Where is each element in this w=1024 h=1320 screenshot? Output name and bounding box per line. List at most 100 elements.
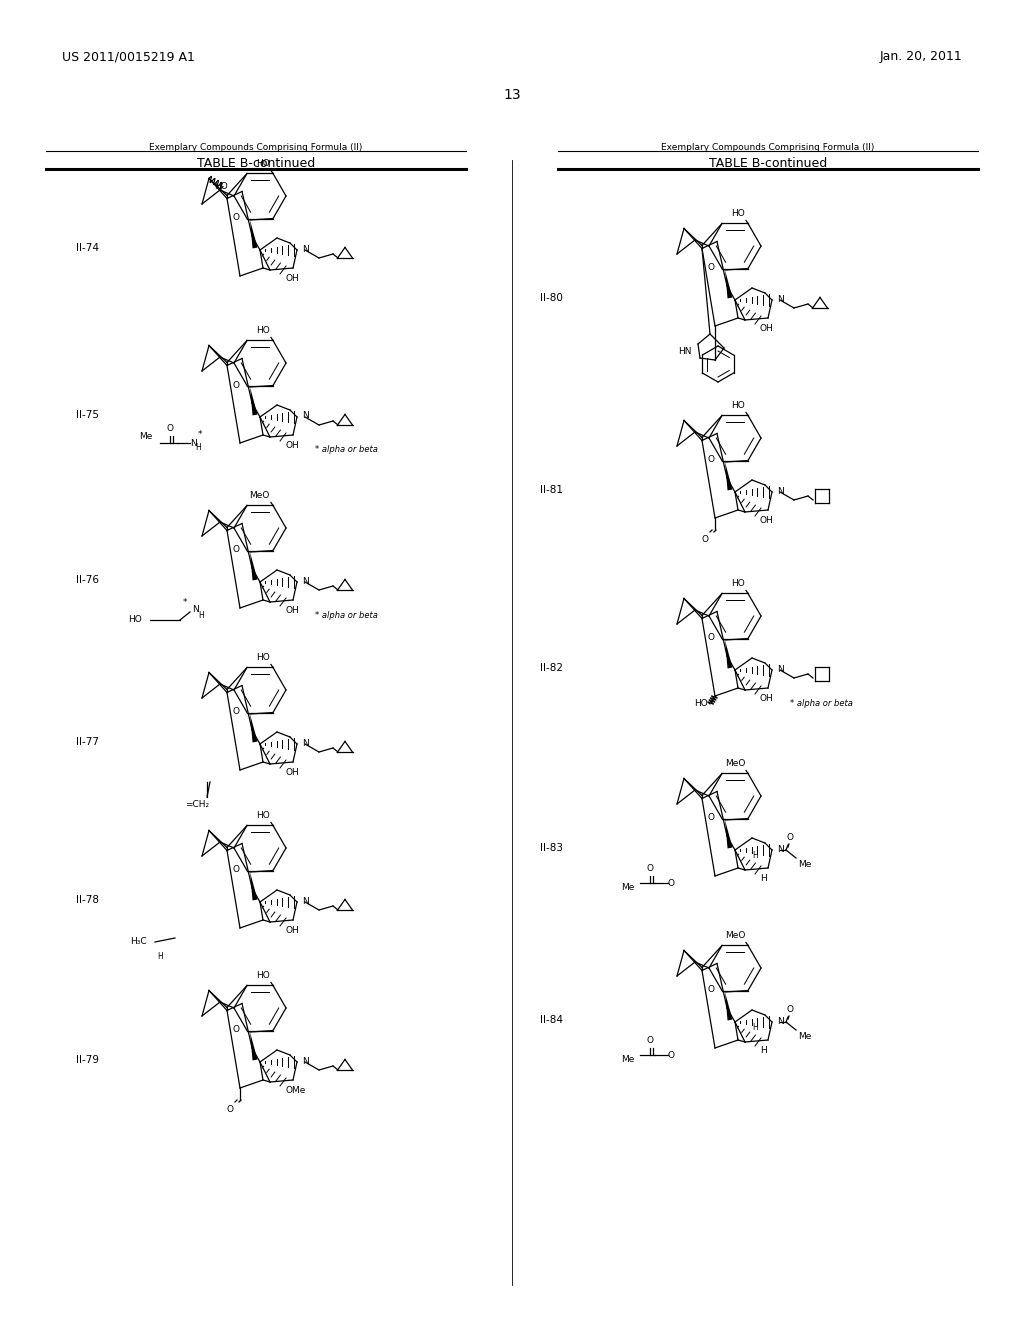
Text: MeO: MeO [250, 491, 270, 500]
Text: OH: OH [760, 516, 774, 525]
Text: O: O [646, 865, 653, 873]
Text: N: N [193, 606, 199, 615]
Text: O: O [708, 986, 715, 994]
Text: O: O [668, 1051, 675, 1060]
Text: HO: HO [256, 160, 270, 169]
Text: Exemplary Compounds Comprising Formula (II): Exemplary Compounds Comprising Formula (… [662, 143, 874, 152]
Text: 13: 13 [503, 88, 521, 102]
Text: O: O [646, 1036, 653, 1045]
Text: H: H [752, 851, 758, 861]
Text: N: N [777, 845, 783, 854]
Text: N: N [302, 577, 309, 586]
Text: H: H [198, 610, 204, 619]
Text: Me: Me [622, 883, 635, 892]
Text: II-82: II-82 [540, 663, 563, 673]
Text: HO: HO [256, 653, 270, 663]
Text: O: O [786, 833, 794, 842]
Text: H: H [157, 952, 163, 961]
Text: HN: HN [679, 346, 692, 355]
Text: OMe: OMe [285, 1086, 305, 1096]
Text: *: * [198, 430, 203, 440]
Text: O: O [708, 264, 715, 272]
Text: O: O [232, 708, 240, 717]
Text: HO: HO [256, 812, 270, 821]
Polygon shape [250, 220, 257, 248]
Text: HO: HO [214, 182, 227, 191]
Polygon shape [725, 993, 732, 1020]
Text: N: N [777, 487, 783, 495]
Text: TABLE B-continued: TABLE B-continued [197, 157, 315, 170]
Text: HO: HO [128, 615, 142, 624]
Text: HO: HO [731, 210, 745, 219]
Text: N: N [777, 664, 783, 673]
Text: II-83: II-83 [540, 843, 563, 853]
Text: H: H [760, 1045, 767, 1055]
Text: N: N [302, 896, 309, 906]
Text: * alpha or beta: * alpha or beta [315, 610, 378, 619]
Text: O: O [232, 380, 240, 389]
Text: HO: HO [694, 700, 708, 709]
Text: O: O [232, 214, 240, 223]
Text: O: O [708, 813, 715, 822]
Text: *: * [182, 598, 187, 606]
Text: =CH₂: =CH₂ [185, 800, 209, 809]
Text: OH: OH [760, 323, 774, 333]
Polygon shape [725, 820, 732, 849]
Text: H: H [752, 1023, 758, 1032]
Text: HO: HO [256, 972, 270, 981]
Text: O: O [668, 879, 675, 887]
Text: Me: Me [798, 1032, 811, 1041]
Text: MeO: MeO [725, 932, 745, 940]
Text: Me: Me [798, 861, 811, 869]
Polygon shape [250, 552, 257, 581]
Text: O: O [232, 545, 240, 554]
Text: O: O [232, 866, 240, 874]
Polygon shape [250, 1032, 257, 1060]
Polygon shape [725, 640, 732, 668]
Text: Me: Me [622, 1056, 635, 1064]
Text: N: N [302, 244, 309, 253]
Text: H: H [760, 874, 767, 883]
Text: HO: HO [256, 326, 270, 335]
Text: O: O [708, 455, 715, 465]
Text: HO: HO [731, 579, 745, 589]
Text: OH: OH [760, 694, 774, 704]
Polygon shape [250, 714, 257, 742]
Text: Jan. 20, 2011: Jan. 20, 2011 [880, 50, 962, 63]
Text: II-74: II-74 [76, 243, 99, 253]
Text: O: O [708, 634, 715, 643]
Text: H: H [195, 444, 201, 453]
Text: II-81: II-81 [540, 484, 563, 495]
Text: N: N [302, 412, 309, 421]
Text: US 2011/0015219 A1: US 2011/0015219 A1 [62, 50, 195, 63]
Text: N: N [302, 1056, 309, 1065]
Text: Me: Me [138, 432, 152, 441]
Text: II-76: II-76 [76, 576, 99, 585]
Text: O: O [167, 424, 173, 433]
Text: OH: OH [285, 441, 299, 450]
Text: O: O [226, 1105, 233, 1114]
Text: OH: OH [285, 768, 299, 777]
Text: H₃C: H₃C [130, 937, 147, 946]
Text: * alpha or beta: * alpha or beta [315, 446, 378, 454]
Text: TABLE B-continued: TABLE B-continued [709, 157, 827, 170]
Text: II-78: II-78 [76, 895, 99, 906]
Polygon shape [725, 462, 732, 491]
Text: O: O [232, 1026, 240, 1035]
Text: II-80: II-80 [540, 293, 563, 304]
Text: II-75: II-75 [76, 411, 99, 420]
Text: II-77: II-77 [76, 737, 99, 747]
Text: N: N [190, 438, 197, 447]
Text: Exemplary Compounds Comprising Formula (II): Exemplary Compounds Comprising Formula (… [150, 143, 362, 152]
Text: OH: OH [285, 927, 299, 935]
Text: OH: OH [285, 606, 299, 615]
Polygon shape [725, 271, 732, 298]
Text: HO: HO [731, 401, 745, 411]
Text: II-79: II-79 [76, 1055, 99, 1065]
Text: II-84: II-84 [540, 1015, 563, 1026]
Polygon shape [250, 387, 257, 416]
Polygon shape [250, 873, 257, 900]
Text: N: N [777, 294, 783, 304]
Text: N: N [777, 1016, 783, 1026]
Text: * alpha or beta: * alpha or beta [790, 698, 853, 708]
